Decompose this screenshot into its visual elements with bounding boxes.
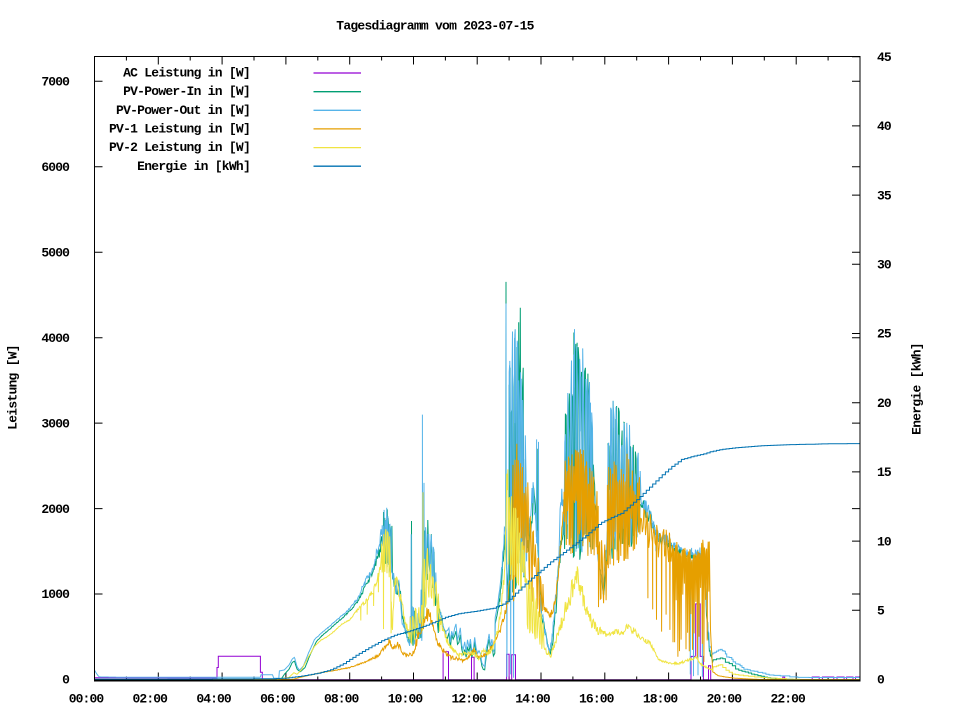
svg-text:40: 40 — [877, 119, 892, 134]
svg-text:20: 20 — [877, 396, 892, 411]
svg-text:10:00: 10:00 — [388, 692, 424, 707]
svg-text:Tagesdiagramm vom 2023-07-15: Tagesdiagramm vom 2023-07-15 — [336, 19, 534, 34]
svg-text:1000: 1000 — [41, 587, 70, 602]
svg-text:16:00: 16:00 — [579, 692, 615, 707]
svg-text:Leistung [W]: Leistung [W] — [6, 345, 21, 430]
svg-text:Energie [kWh]: Energie [kWh] — [910, 343, 925, 435]
svg-text:06:00: 06:00 — [260, 692, 296, 707]
svg-text:PV-1 Leistung in [W]: PV-1 Leistung in [W] — [109, 122, 250, 137]
svg-text:4000: 4000 — [41, 331, 70, 346]
svg-text:04:00: 04:00 — [196, 692, 232, 707]
svg-text:35: 35 — [877, 188, 892, 203]
svg-text:Energie in [kWh]: Energie in [kWh] — [137, 159, 250, 174]
svg-text:12:00: 12:00 — [451, 692, 487, 707]
svg-text:PV-2 Leistung in [W]: PV-2 Leistung in [W] — [109, 140, 250, 155]
svg-text:2000: 2000 — [41, 502, 70, 517]
svg-text:30: 30 — [877, 258, 892, 273]
svg-text:18:00: 18:00 — [643, 692, 679, 707]
svg-text:0: 0 — [877, 673, 885, 688]
svg-text:0: 0 — [62, 673, 70, 688]
svg-text:3000: 3000 — [41, 416, 70, 431]
svg-text:15: 15 — [877, 465, 892, 480]
svg-text:5000: 5000 — [41, 245, 70, 260]
svg-text:PV-Power-In in [W]: PV-Power-In in [W] — [123, 84, 250, 99]
svg-text:10: 10 — [877, 534, 892, 549]
svg-text:14:00: 14:00 — [515, 692, 551, 707]
svg-text:00:00: 00:00 — [69, 692, 105, 707]
svg-text:20:00: 20:00 — [707, 692, 743, 707]
svg-text:PV-Power-Out in [W]: PV-Power-Out in [W] — [116, 103, 250, 118]
svg-text:02:00: 02:00 — [133, 692, 169, 707]
svg-text:7000: 7000 — [41, 75, 70, 90]
svg-text:6000: 6000 — [41, 160, 70, 175]
svg-text:25: 25 — [877, 327, 892, 342]
svg-text:22:00: 22:00 — [770, 692, 806, 707]
svg-text:45: 45 — [877, 50, 892, 65]
svg-text:AC Leistung in [W]: AC Leistung in [W] — [123, 66, 250, 81]
svg-text:08:00: 08:00 — [324, 692, 360, 707]
svg-text:5: 5 — [877, 604, 885, 619]
